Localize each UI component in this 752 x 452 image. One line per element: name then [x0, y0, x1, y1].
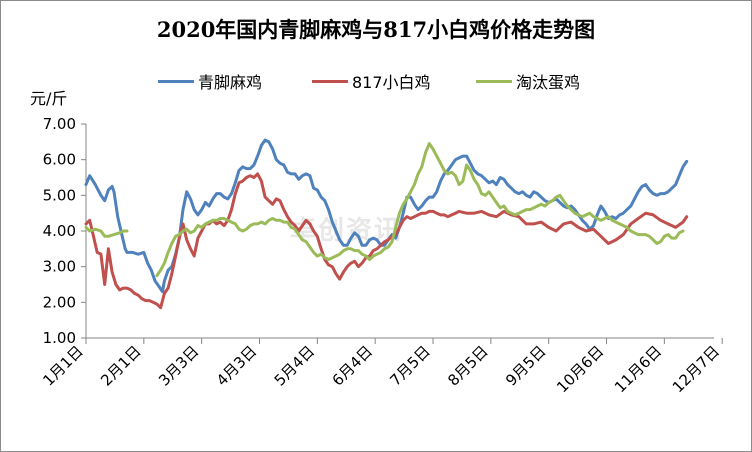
- x-tick-label: 11月6日: [611, 342, 665, 396]
- legend-swatch-series-2: [312, 79, 348, 83]
- x-tick-label: 3月3日: [155, 342, 202, 389]
- x-tick-label: 12月7日: [669, 342, 723, 396]
- x-tick-label: 1月1日: [39, 342, 86, 389]
- y-axis-unit-label: 元/斤: [30, 89, 68, 108]
- legend-item-series-3: 淘汰蛋鸡: [476, 70, 580, 92]
- y-tick-label: 1.00: [43, 329, 76, 347]
- x-tick-label: 8月5日: [444, 342, 491, 389]
- series-line-2: [84, 172, 689, 310]
- y-tick-label: 2.00: [43, 293, 76, 311]
- y-tick-label: 3.00: [43, 258, 76, 276]
- x-tick-label: 10月6日: [553, 342, 607, 396]
- legend-swatch-series-3: [476, 79, 512, 83]
- legend-swatch-series-1: [158, 79, 194, 83]
- x-tick-label: 7月5日: [386, 342, 433, 389]
- x-tick-label: 9月5日: [502, 342, 549, 389]
- y-tick-label: 7.00: [43, 115, 76, 133]
- series-line-1: [84, 138, 689, 294]
- legend-item-series-1: 青脚麻鸡: [158, 70, 262, 92]
- x-tick-label: 6月4日: [329, 342, 376, 389]
- legend-label-series-3: 淘汰蛋鸡: [516, 73, 581, 92]
- chart-legend: 青脚麻鸡 817小白鸡 淘汰蛋鸡: [0, 70, 752, 92]
- x-tick-label: 5月4日: [271, 342, 318, 389]
- legend-label-series-1: 青脚麻鸡: [198, 73, 263, 92]
- series-line-3: [155, 142, 685, 278]
- x-tick-label: 4月3日: [213, 342, 260, 389]
- y-tick-label: 6.00: [43, 151, 76, 169]
- legend-item-series-2: 817小白鸡: [312, 70, 431, 92]
- legend-label-series-2: 817小白鸡: [352, 73, 431, 92]
- y-tick-label: 4.00: [43, 222, 76, 240]
- y-tick-label: 5.00: [43, 186, 76, 204]
- x-tick-label: 2月1日: [97, 342, 144, 389]
- chart-title: 2020年国内青脚麻鸡与817小白鸡价格走势图: [156, 17, 596, 42]
- series-line-3: [84, 225, 129, 238]
